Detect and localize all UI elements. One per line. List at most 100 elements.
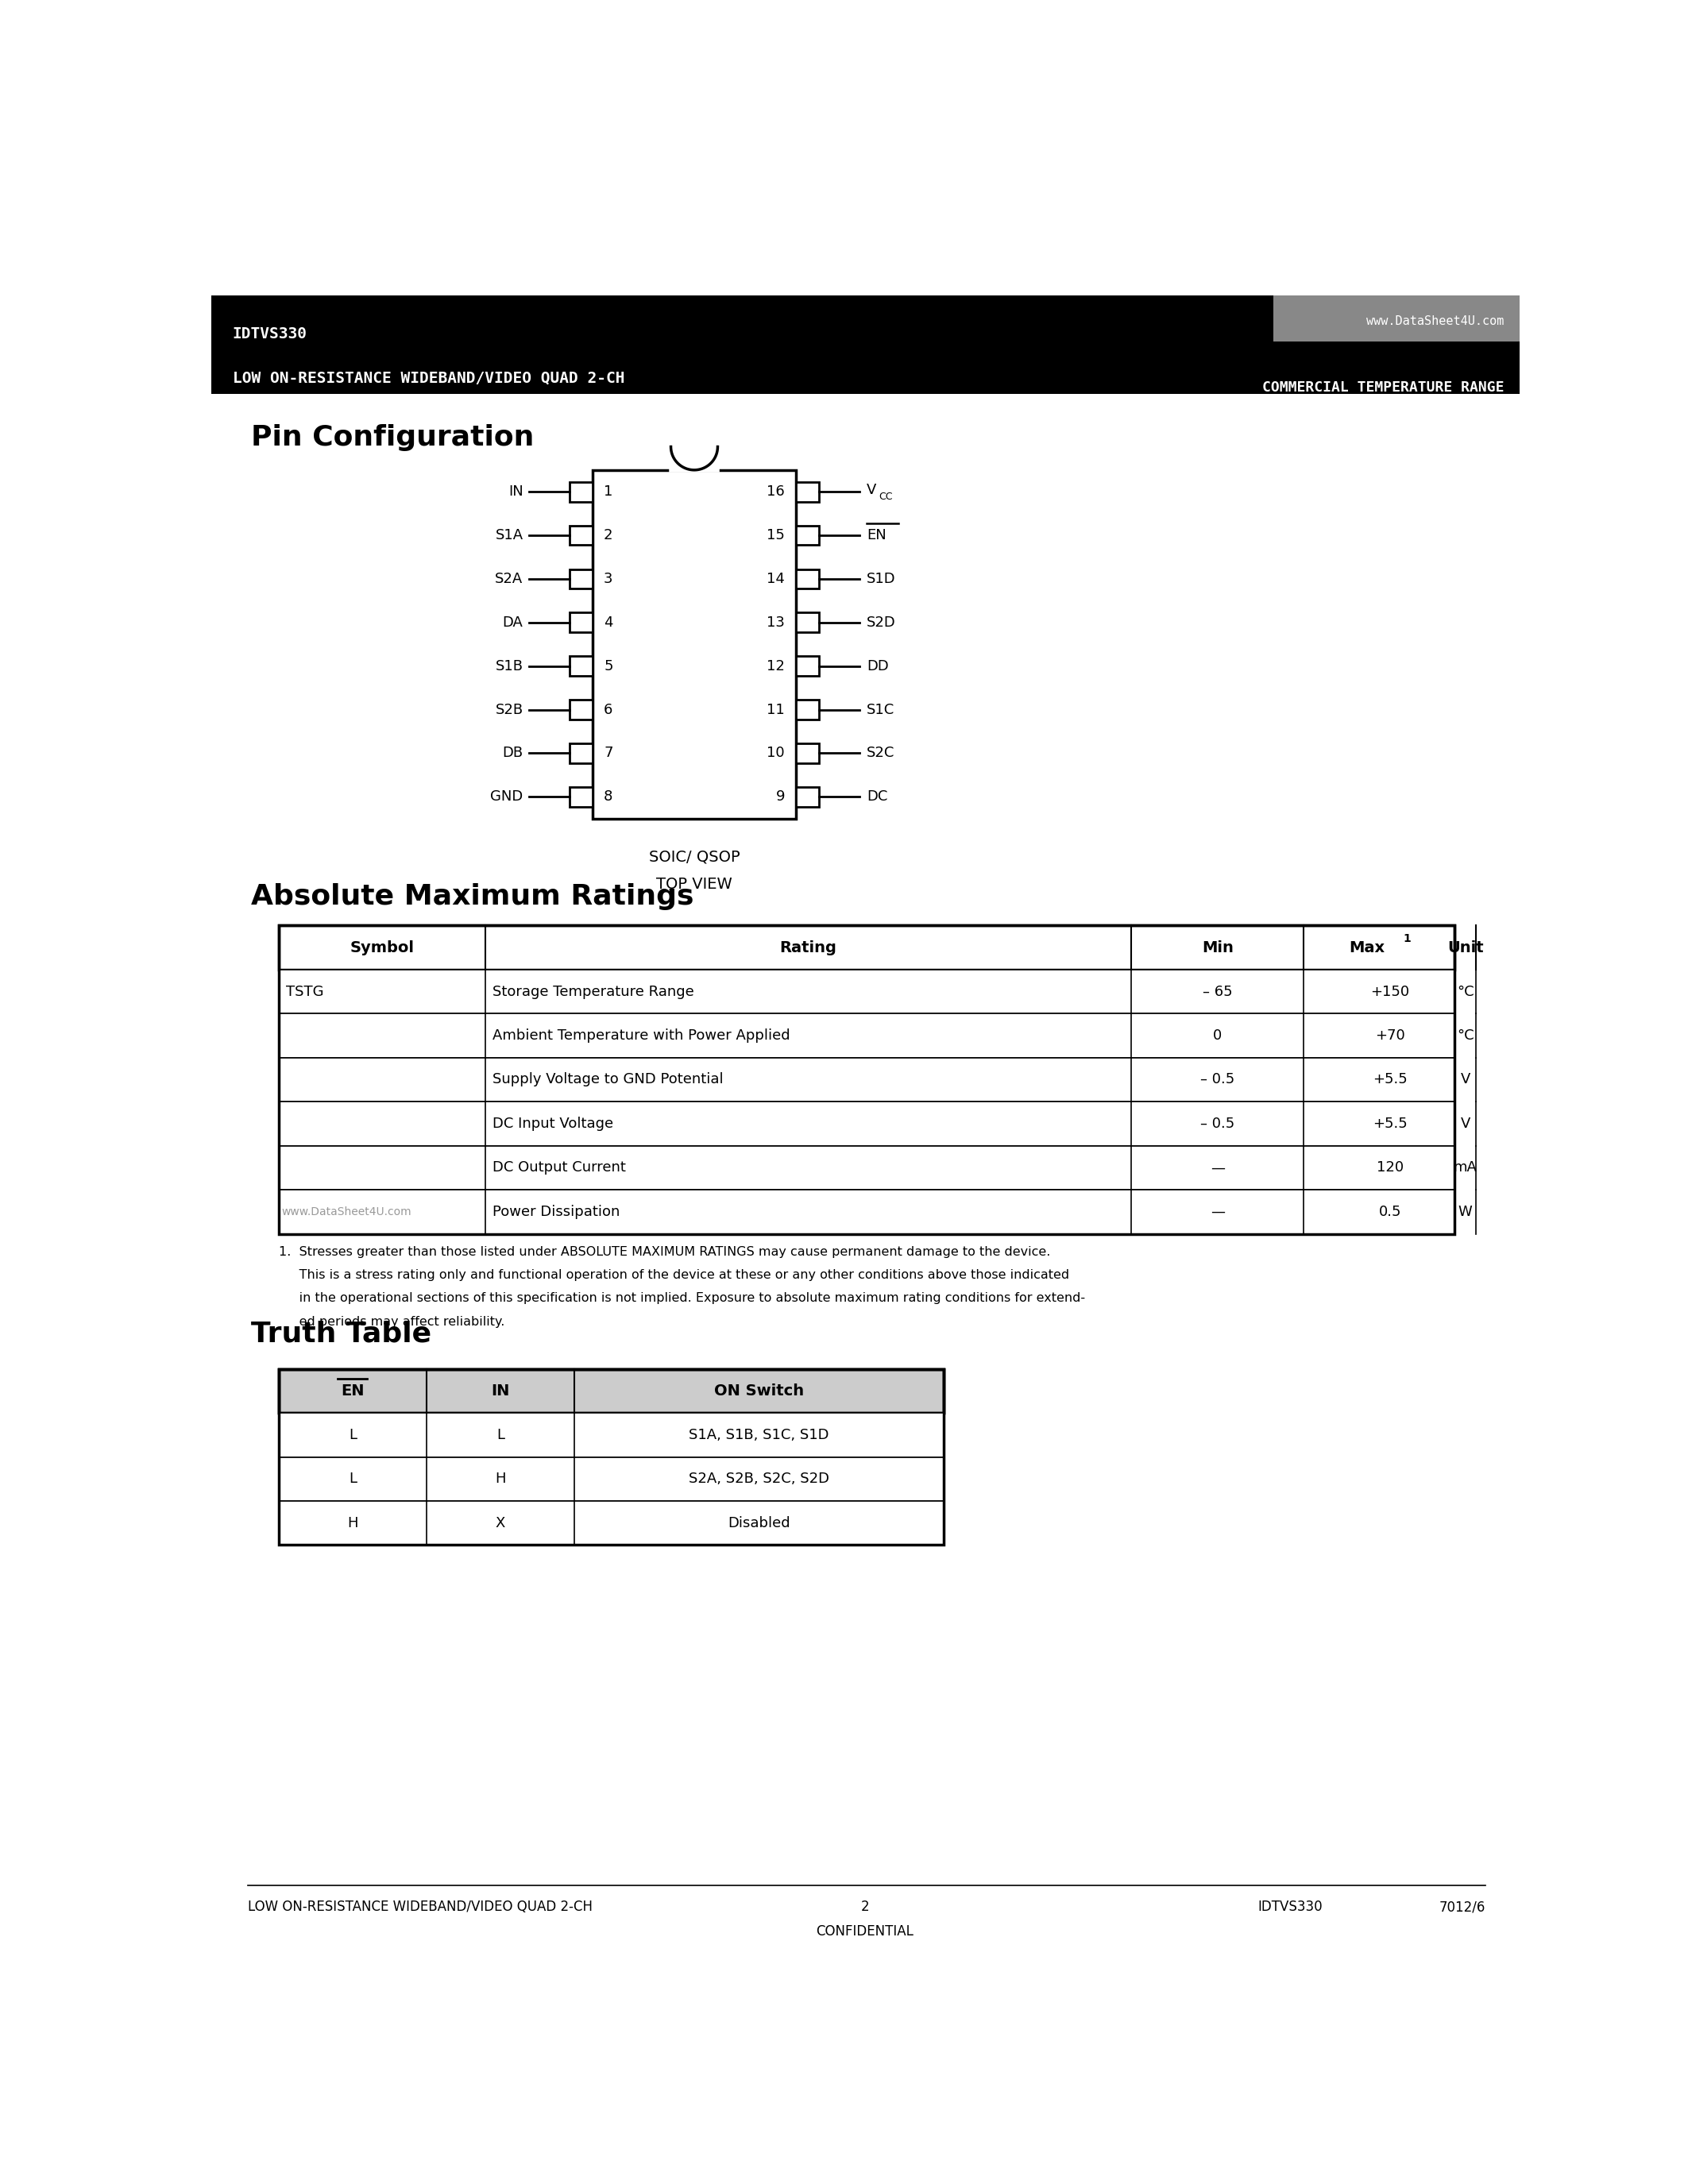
Text: SOIC/ QSOP: SOIC/ QSOP <box>648 850 739 865</box>
Text: H: H <box>495 1472 506 1485</box>
Text: 1: 1 <box>604 485 613 498</box>
Text: ed periods may affect reliability.: ed periods may affect reliability. <box>279 1315 505 1328</box>
Text: +70: +70 <box>1376 1029 1404 1042</box>
Text: +5.5: +5.5 <box>1372 1072 1408 1088</box>
Bar <box>279 1013 1455 1057</box>
Text: Absolute Maximum Ratings: Absolute Maximum Ratings <box>252 882 694 911</box>
Text: EN: EN <box>866 529 886 542</box>
Text: 15: 15 <box>766 529 785 542</box>
Bar <box>569 655 592 675</box>
Bar <box>795 570 819 590</box>
Bar <box>795 526 819 546</box>
Text: 0.5: 0.5 <box>1379 1206 1401 1219</box>
Bar <box>569 614 592 633</box>
Text: V: V <box>1460 1072 1470 1088</box>
Text: S1D: S1D <box>866 572 896 585</box>
Text: +5.5: +5.5 <box>1372 1116 1408 1131</box>
Bar <box>569 526 592 546</box>
Text: Disabled: Disabled <box>728 1516 790 1531</box>
Text: Rating: Rating <box>780 939 837 954</box>
Bar <box>569 699 592 719</box>
Text: – 0.5: – 0.5 <box>1200 1072 1234 1088</box>
Text: 2: 2 <box>604 529 613 542</box>
Text: 5: 5 <box>604 660 613 673</box>
Text: DD: DD <box>866 660 888 673</box>
Text: 1.  Stresses greater than those listed under ABSOLUTE MAXIMUM RATINGS may cause : 1. Stresses greater than those listed un… <box>279 1247 1050 1258</box>
Bar <box>1273 295 1519 341</box>
Text: L: L <box>349 1428 356 1441</box>
Text: X: X <box>496 1516 505 1531</box>
Bar <box>279 1369 944 1413</box>
Text: —: — <box>1210 1206 1225 1219</box>
Text: S1A, S1B, S1C, S1D: S1A, S1B, S1C, S1D <box>689 1428 829 1441</box>
Text: Truth Table: Truth Table <box>252 1319 432 1348</box>
Bar <box>279 1147 1455 1190</box>
Text: DA: DA <box>503 616 523 629</box>
Text: LOW ON-RESISTANCE WIDEBAND/VIDEO QUAD 2-CH: LOW ON-RESISTANCE WIDEBAND/VIDEO QUAD 2-… <box>248 1900 592 1913</box>
Text: GND: GND <box>490 791 523 804</box>
Text: 120: 120 <box>1376 1160 1403 1175</box>
Text: 10: 10 <box>766 747 785 760</box>
Text: EN: EN <box>341 1382 365 1398</box>
Bar <box>279 1413 944 1457</box>
Text: Min: Min <box>1202 939 1234 954</box>
Text: S2A: S2A <box>495 572 523 585</box>
Text: DB: DB <box>503 747 523 760</box>
Text: Power Dissipation: Power Dissipation <box>493 1206 619 1219</box>
Text: S2C: S2C <box>866 747 895 760</box>
Text: Max: Max <box>1349 939 1384 954</box>
Text: L: L <box>496 1428 505 1441</box>
Text: Unit: Unit <box>1447 939 1484 954</box>
Text: °C: °C <box>1457 985 1474 998</box>
Text: —: — <box>1210 1160 1225 1175</box>
Text: W: W <box>1458 1206 1472 1219</box>
Bar <box>569 570 592 590</box>
Text: CONFIDENTIAL: CONFIDENTIAL <box>815 1924 913 1939</box>
Text: ON Switch: ON Switch <box>714 1382 803 1398</box>
Text: +150: +150 <box>1371 985 1409 998</box>
Bar <box>795 655 819 675</box>
Text: 11: 11 <box>766 703 785 716</box>
Text: IN: IN <box>491 1382 510 1398</box>
Bar <box>592 470 795 819</box>
Text: S1A: S1A <box>495 529 523 542</box>
Text: V: V <box>866 483 876 498</box>
Bar <box>795 743 819 762</box>
Text: 2: 2 <box>861 1900 869 1913</box>
Text: 8: 8 <box>604 791 613 804</box>
Bar <box>279 1190 1455 1234</box>
Text: S2D: S2D <box>866 616 896 629</box>
Bar <box>211 295 1519 393</box>
Text: COMMERCIAL TEMPERATURE RANGE: COMMERCIAL TEMPERATURE RANGE <box>1263 380 1504 395</box>
Bar <box>279 926 1455 970</box>
Text: in the operational sections of this specification is not implied. Exposure to ab: in the operational sections of this spec… <box>279 1293 1085 1304</box>
Text: S1B: S1B <box>495 660 523 673</box>
Text: Symbol: Symbol <box>349 939 414 954</box>
Bar <box>569 743 592 762</box>
Text: – 65: – 65 <box>1202 985 1232 998</box>
Text: S1C: S1C <box>866 703 895 716</box>
Text: 4: 4 <box>604 616 613 629</box>
Text: TSTG: TSTG <box>285 985 324 998</box>
Text: 14: 14 <box>766 572 785 585</box>
Text: CC: CC <box>879 491 893 502</box>
Text: H: H <box>348 1516 358 1531</box>
Text: °C: °C <box>1457 1029 1474 1042</box>
Text: DC Output Current: DC Output Current <box>493 1160 626 1175</box>
Text: S2A, S2B, S2C, S2D: S2A, S2B, S2C, S2D <box>689 1472 829 1485</box>
Text: www.DataSheet4U.com: www.DataSheet4U.com <box>282 1206 412 1216</box>
Text: Ambient Temperature with Power Applied: Ambient Temperature with Power Applied <box>493 1029 790 1042</box>
Text: IDTVS330: IDTVS330 <box>233 325 307 341</box>
Text: 0: 0 <box>1214 1029 1222 1042</box>
Bar <box>795 614 819 633</box>
Text: www.DataSheet4U.com: www.DataSheet4U.com <box>1366 314 1504 328</box>
Bar <box>279 926 1455 970</box>
Text: TOP VIEW: TOP VIEW <box>657 876 733 891</box>
Text: 7: 7 <box>604 747 613 760</box>
Bar <box>279 1457 944 1500</box>
Text: DC: DC <box>866 791 888 804</box>
Text: IN: IN <box>508 485 523 498</box>
Bar <box>795 699 819 719</box>
Bar <box>279 970 1455 1013</box>
Bar <box>569 786 592 806</box>
